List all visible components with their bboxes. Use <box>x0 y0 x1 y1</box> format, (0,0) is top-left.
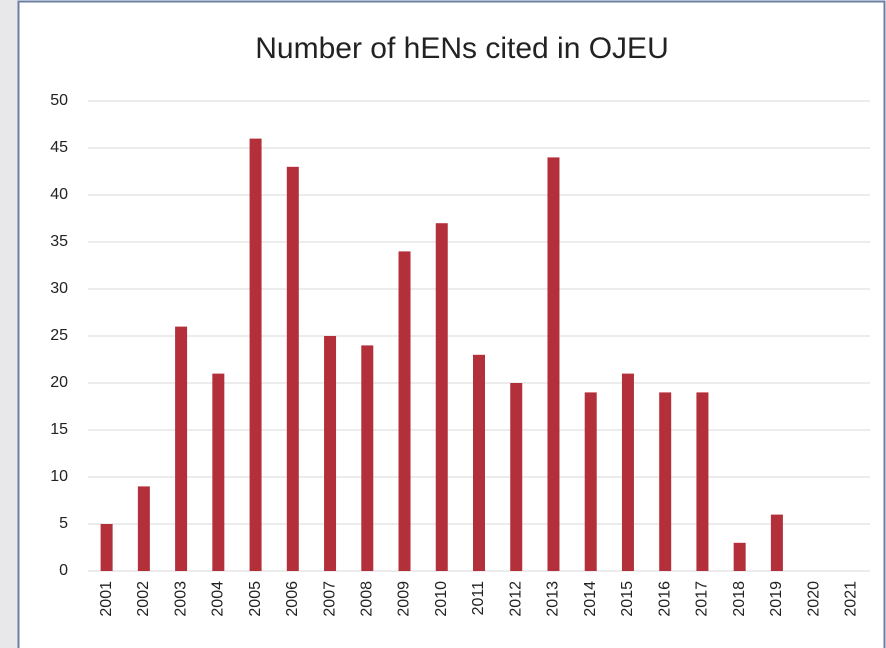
x-tick-label: 2017 <box>694 581 711 617</box>
x-tick-label: 2001 <box>98 581 115 617</box>
y-tick-label: 35 <box>50 233 68 250</box>
x-tick-label: 2014 <box>582 581 599 617</box>
x-tick-label: 2005 <box>247 581 264 617</box>
bar <box>659 392 672 571</box>
x-tick-label: 2002 <box>135 581 152 617</box>
bar <box>435 223 448 571</box>
chart-title: Number of hENs cited in OJEU <box>255 32 668 65</box>
y-tick-label: 30 <box>50 280 68 297</box>
bar <box>212 373 225 571</box>
bar <box>398 251 411 571</box>
x-tick-label: 2007 <box>321 581 338 617</box>
y-tick-label: 10 <box>50 468 68 485</box>
x-tick-label: 2011 <box>470 581 487 616</box>
bar <box>175 326 188 571</box>
bar <box>137 486 150 571</box>
bar <box>696 392 709 571</box>
side-strip <box>0 0 18 648</box>
y-tick-label: 50 <box>50 92 68 109</box>
x-tick-label: 2006 <box>284 581 301 617</box>
y-tick-label: 25 <box>50 327 68 344</box>
x-tick-label: 2018 <box>731 581 748 617</box>
x-tick-label: 2015 <box>619 581 636 617</box>
y-tick-label: 45 <box>50 139 68 156</box>
bar <box>286 166 299 572</box>
bar <box>770 514 783 571</box>
chart-frame <box>17 0 886 648</box>
x-tick-label: 2019 <box>768 581 785 617</box>
bar <box>249 138 262 571</box>
x-tick-label: 2013 <box>545 581 562 617</box>
bar <box>324 336 337 571</box>
x-tick-label: 2021 <box>843 581 860 617</box>
bar <box>584 392 597 571</box>
bar <box>100 524 113 571</box>
y-tick-label: 20 <box>50 374 68 391</box>
bar <box>621 373 634 571</box>
y-tick-label: 40 <box>50 186 68 203</box>
x-tick-label: 2020 <box>805 581 822 617</box>
bar <box>473 354 485 571</box>
x-tick-label: 2016 <box>656 581 673 617</box>
y-tick-label: 0 <box>59 562 68 579</box>
x-tick-label: 2003 <box>172 581 189 617</box>
y-tick-label: 15 <box>50 421 68 438</box>
bar <box>733 542 746 571</box>
x-tick-label: 2010 <box>433 581 450 617</box>
x-tick-label: 2009 <box>396 581 413 617</box>
bar <box>510 383 523 571</box>
x-tick-label: 2004 <box>210 581 227 617</box>
bar <box>361 345 374 571</box>
x-tick-label: 2012 <box>507 581 524 617</box>
y-tick-label: 5 <box>59 515 68 532</box>
x-tick-label: 2008 <box>359 581 376 617</box>
bar <box>547 157 560 571</box>
